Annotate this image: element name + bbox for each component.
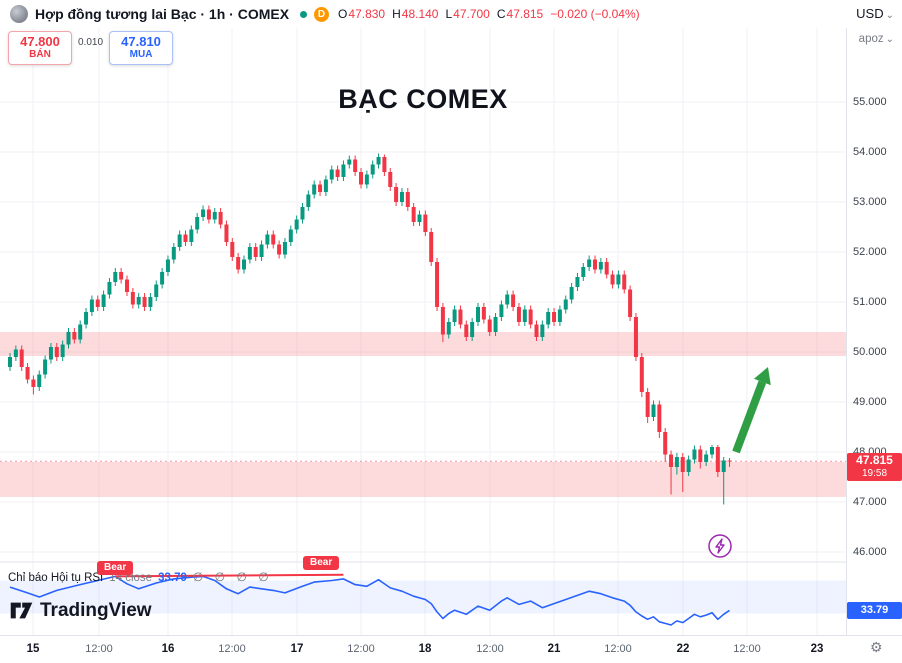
time-axis-label: 23 bbox=[810, 643, 824, 655]
spread-value: 0.010 bbox=[78, 37, 104, 48]
indicator-value: 33.79 bbox=[158, 572, 187, 584]
time-axis-label: 22 bbox=[676, 643, 690, 655]
account-select[interactable]: apoz ⌄ bbox=[859, 33, 894, 45]
low-label: L bbox=[445, 7, 453, 21]
indicator-extra-values: ∅ ∅ ∅ ∅ bbox=[192, 570, 273, 584]
price-axis[interactable]: 55.000 54.000 53.000 52.000 51.000 50.000 49.0… bbox=[846, 0, 902, 663]
time-axis-label: 12:00 bbox=[476, 643, 504, 655]
market-status-dot-icon bbox=[300, 10, 308, 18]
trade-panel: 47.800 BÁN 0.010 47.810 MUA bbox=[8, 31, 174, 65]
symbol-header: Hợp đồng tương lai Bạc · 1h · COMEX D O4… bbox=[0, 0, 902, 28]
time-axis-label: 12:00 bbox=[347, 643, 375, 655]
indicator-header: Chỉ báo Hội tụ RSI 14 close 33.79 ∅ ∅ ∅ … bbox=[8, 570, 273, 584]
buy-button[interactable]: 47.810 MUA bbox=[109, 31, 174, 65]
tradingview-logo-icon bbox=[10, 602, 33, 619]
high-label: H bbox=[392, 7, 401, 21]
bar-countdown: 19:58 bbox=[861, 468, 888, 479]
price-axis-label: 52.000 bbox=[853, 246, 887, 258]
sell-button[interactable]: 47.800 BÁN bbox=[8, 31, 72, 65]
time-axis-label: 12:00 bbox=[85, 643, 113, 655]
current-price-value: 47.815 bbox=[856, 453, 893, 467]
current-price-badge: 47.815 19:58 bbox=[847, 453, 902, 481]
sell-price: 47.800 bbox=[20, 34, 60, 49]
open-label: O bbox=[338, 7, 348, 21]
bear-divergence-label: Bear bbox=[97, 561, 134, 575]
open-value: 47.830 bbox=[348, 7, 386, 21]
price-axis-label: 51.000 bbox=[853, 296, 887, 308]
symbol-title[interactable]: Hợp đồng tương lai Bạc · 1h · COMEX bbox=[35, 6, 290, 22]
price-axis-label: 50.000 bbox=[853, 346, 887, 358]
price-axis-label: 46.000 bbox=[853, 546, 887, 558]
indicator-title[interactable]: Chỉ báo Hội tụ RSI bbox=[8, 572, 104, 584]
price-axis-label: 54.000 bbox=[853, 146, 887, 158]
ohlc-row: O47.830 H48.140 L47.700 C47.815 −0.020 (… bbox=[338, 7, 640, 21]
time-axis[interactable]: 15 12:00 16 12:00 17 12:00 18 12:00 21 12:00 22 12:… bbox=[0, 635, 902, 663]
time-axis-label: 16 bbox=[161, 643, 175, 655]
high-value: 48.140 bbox=[401, 7, 439, 21]
chevron-down-icon: ⌄ bbox=[885, 34, 894, 45]
currency-label: USD bbox=[856, 6, 884, 21]
account-label: apoz bbox=[858, 33, 884, 45]
gear-icon[interactable]: ⚙ bbox=[870, 639, 883, 655]
time-axis-label: 18 bbox=[418, 643, 432, 655]
time-axis-label: 15 bbox=[26, 643, 40, 655]
change-value: −0.020 (−0.04%) bbox=[550, 7, 640, 21]
sell-label: BÁN bbox=[29, 49, 51, 60]
time-axis-label: 12:00 bbox=[604, 643, 632, 655]
time-axis-label: 12:00 bbox=[733, 643, 761, 655]
bear-divergence-label: Bear bbox=[303, 556, 340, 570]
interval-badge[interactable]: D bbox=[314, 6, 330, 22]
chevron-down-icon: ⌄ bbox=[885, 10, 894, 21]
currency-select[interactable]: USD ⌄ bbox=[856, 6, 894, 21]
rsi-value-badge: 33.79 bbox=[847, 602, 902, 619]
time-axis-label: 21 bbox=[547, 643, 561, 655]
tradingview-logo[interactable]: TradingView bbox=[10, 599, 152, 622]
price-axis-label: 55.000 bbox=[853, 96, 887, 108]
time-axis-label: 17 bbox=[290, 643, 304, 655]
close-value: 47.815 bbox=[506, 7, 544, 21]
time-axis-label: 12:00 bbox=[218, 643, 246, 655]
low-value: 47.700 bbox=[453, 7, 490, 21]
indicator-params: 14 close bbox=[109, 572, 153, 584]
tradingview-logo-text: TradingView bbox=[40, 599, 152, 621]
buy-price: 47.810 bbox=[121, 34, 161, 49]
chart-title: BẠC COMEX bbox=[338, 84, 508, 114]
main-chart[interactable] bbox=[0, 28, 846, 635]
price-axis-label: 49.000 bbox=[853, 396, 887, 408]
silver-coin-icon bbox=[10, 5, 28, 23]
close-label: C bbox=[496, 7, 506, 21]
buy-label: MUA bbox=[129, 49, 153, 60]
price-axis-label: 53.000 bbox=[853, 196, 887, 208]
price-axis-label: 47.000 bbox=[853, 496, 887, 508]
